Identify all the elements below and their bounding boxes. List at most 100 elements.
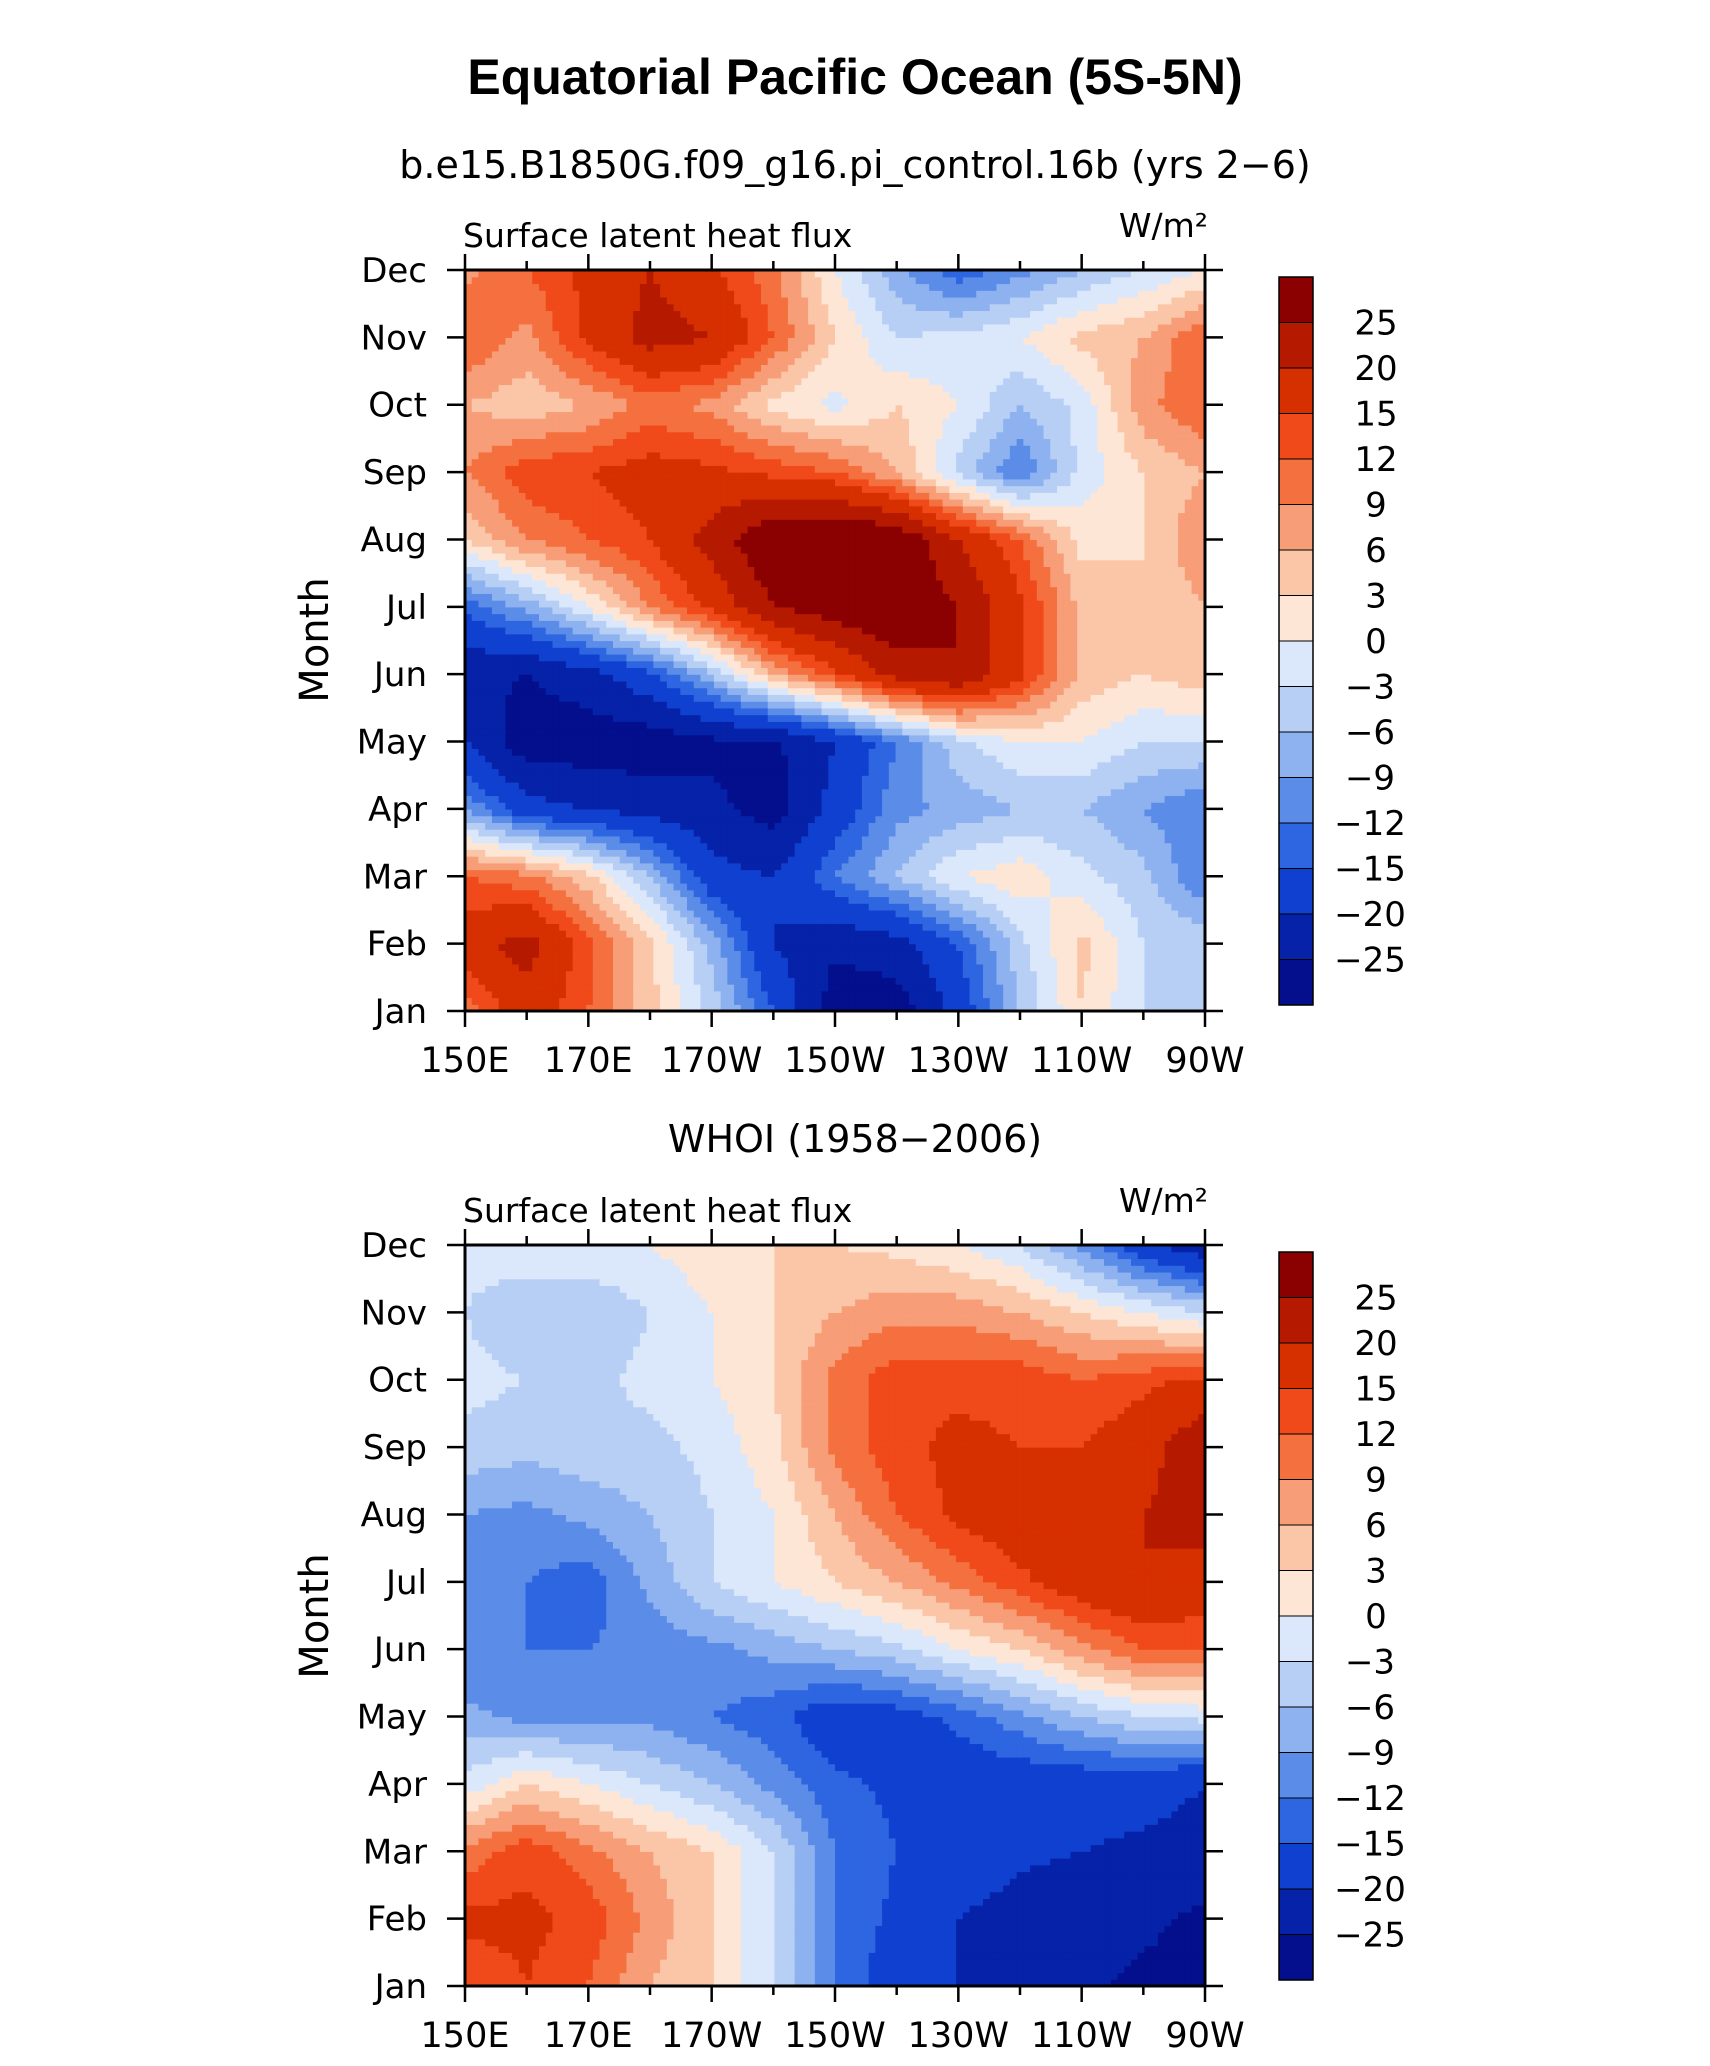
heatmap-cell	[559, 856, 566, 863]
heatmap-cell	[539, 870, 546, 877]
heatmap-cell	[552, 849, 559, 856]
heatmap-cell	[633, 553, 640, 560]
heatmap-cell	[633, 519, 640, 526]
heatmap-cell	[579, 748, 586, 755]
heatmap-cell	[727, 634, 734, 641]
heatmap-cell	[754, 539, 761, 546]
heatmap-cell	[579, 876, 586, 883]
heatmap-cell	[586, 283, 593, 290]
heatmap-cell	[492, 459, 499, 466]
heatmap-cell	[505, 459, 512, 466]
heatmap-cell	[741, 580, 748, 587]
heatmap-cell	[674, 317, 681, 324]
heatmap-cell	[573, 614, 580, 621]
heatmap-cell	[633, 721, 640, 728]
heatmap-cell	[687, 283, 694, 290]
heatmap-cell	[700, 843, 707, 850]
heatmap-cell	[539, 748, 546, 755]
heatmap-cell	[579, 331, 586, 338]
panel-1-heatmap	[465, 270, 1206, 1012]
heatmap-cell	[526, 283, 533, 290]
heatmap-cell	[505, 944, 512, 951]
heatmap-cell	[519, 593, 526, 600]
heatmap-cell	[647, 944, 654, 951]
heatmap-cell	[606, 795, 613, 802]
heatmap-cell	[600, 506, 607, 513]
heatmap-cell	[579, 890, 586, 897]
heatmap-cell	[667, 337, 674, 344]
heatmap-cell	[620, 896, 627, 903]
heatmap-cell	[512, 364, 519, 371]
heatmap-cell	[499, 627, 506, 634]
heatmap-cell	[478, 728, 485, 735]
heatmap-cell	[687, 694, 694, 701]
heatmap-cell	[478, 553, 485, 560]
heatmap-cell	[579, 405, 586, 412]
heatmap-cell	[573, 688, 580, 695]
heatmap-cell	[626, 566, 633, 573]
heatmap-cell	[499, 890, 506, 897]
heatmap-cell	[613, 715, 620, 722]
heatmap-cell	[754, 694, 761, 701]
heatmap-cell	[566, 728, 573, 735]
heatmap-cell	[512, 688, 519, 695]
heatmap-cell	[512, 506, 519, 513]
heatmap-cell	[626, 701, 633, 708]
heatmap-cell	[526, 883, 533, 890]
heatmap-cell	[519, 816, 526, 823]
heatmap-cell	[485, 876, 492, 883]
heatmap-cell	[694, 883, 701, 890]
heatmap-cell	[721, 553, 728, 560]
heatmap-cell	[552, 991, 559, 998]
heatmap-cell	[526, 735, 533, 742]
heatmap-cell	[754, 607, 761, 614]
heatmap-cell	[552, 809, 559, 816]
heatmap-cell	[600, 971, 607, 978]
heatmap-cell	[633, 526, 640, 533]
heatmap-cell	[727, 728, 734, 735]
heatmap-cell	[633, 883, 640, 890]
heatmap-cell	[761, 553, 768, 560]
heatmap-cell	[754, 337, 761, 344]
heatmap-cell	[734, 492, 741, 499]
heatmap-cell	[586, 378, 593, 385]
heatmap-cell	[559, 546, 566, 553]
heatmap-cell	[539, 385, 546, 392]
heatmap-cell	[526, 822, 533, 829]
heatmap-cell	[700, 829, 707, 836]
heatmap-cell	[559, 445, 566, 452]
heatmap-cell	[559, 607, 566, 614]
heatmap-cell	[526, 809, 533, 816]
heatmap-cell	[626, 661, 633, 668]
heatmap-cell	[539, 506, 546, 513]
heatmap-cell	[761, 681, 768, 688]
heatmap-cell	[606, 277, 613, 284]
heatmap-cell	[633, 614, 640, 621]
heatmap-cell	[539, 829, 546, 836]
heatmap-cell	[687, 539, 694, 546]
heatmap-cell	[694, 519, 701, 526]
heatmap-cell	[539, 364, 546, 371]
heatmap-cell	[633, 762, 640, 769]
heatmap-cell	[485, 903, 492, 910]
heatmap-cell	[586, 923, 593, 930]
heatmap-cell	[600, 479, 607, 486]
heatmap-cell	[586, 768, 593, 775]
heatmap-cell	[754, 499, 761, 506]
heatmap-cell	[741, 910, 748, 917]
heatmap-cell	[613, 849, 620, 856]
heatmap-cell	[478, 398, 485, 405]
heatmap-cell	[721, 371, 728, 378]
heatmap-cell	[573, 519, 580, 526]
heatmap-cell	[748, 607, 755, 614]
heatmap-cell	[761, 405, 768, 412]
heatmap-cell	[485, 816, 492, 823]
heatmap-cell	[600, 856, 607, 863]
heatmap-cell	[573, 283, 580, 290]
heatmap-cell	[512, 438, 519, 445]
heatmap-cell	[499, 735, 506, 742]
heatmap-cell	[734, 513, 741, 520]
heatmap-cell	[647, 768, 654, 775]
heatmap-cell	[687, 782, 694, 789]
heatmap-cell	[640, 351, 647, 358]
